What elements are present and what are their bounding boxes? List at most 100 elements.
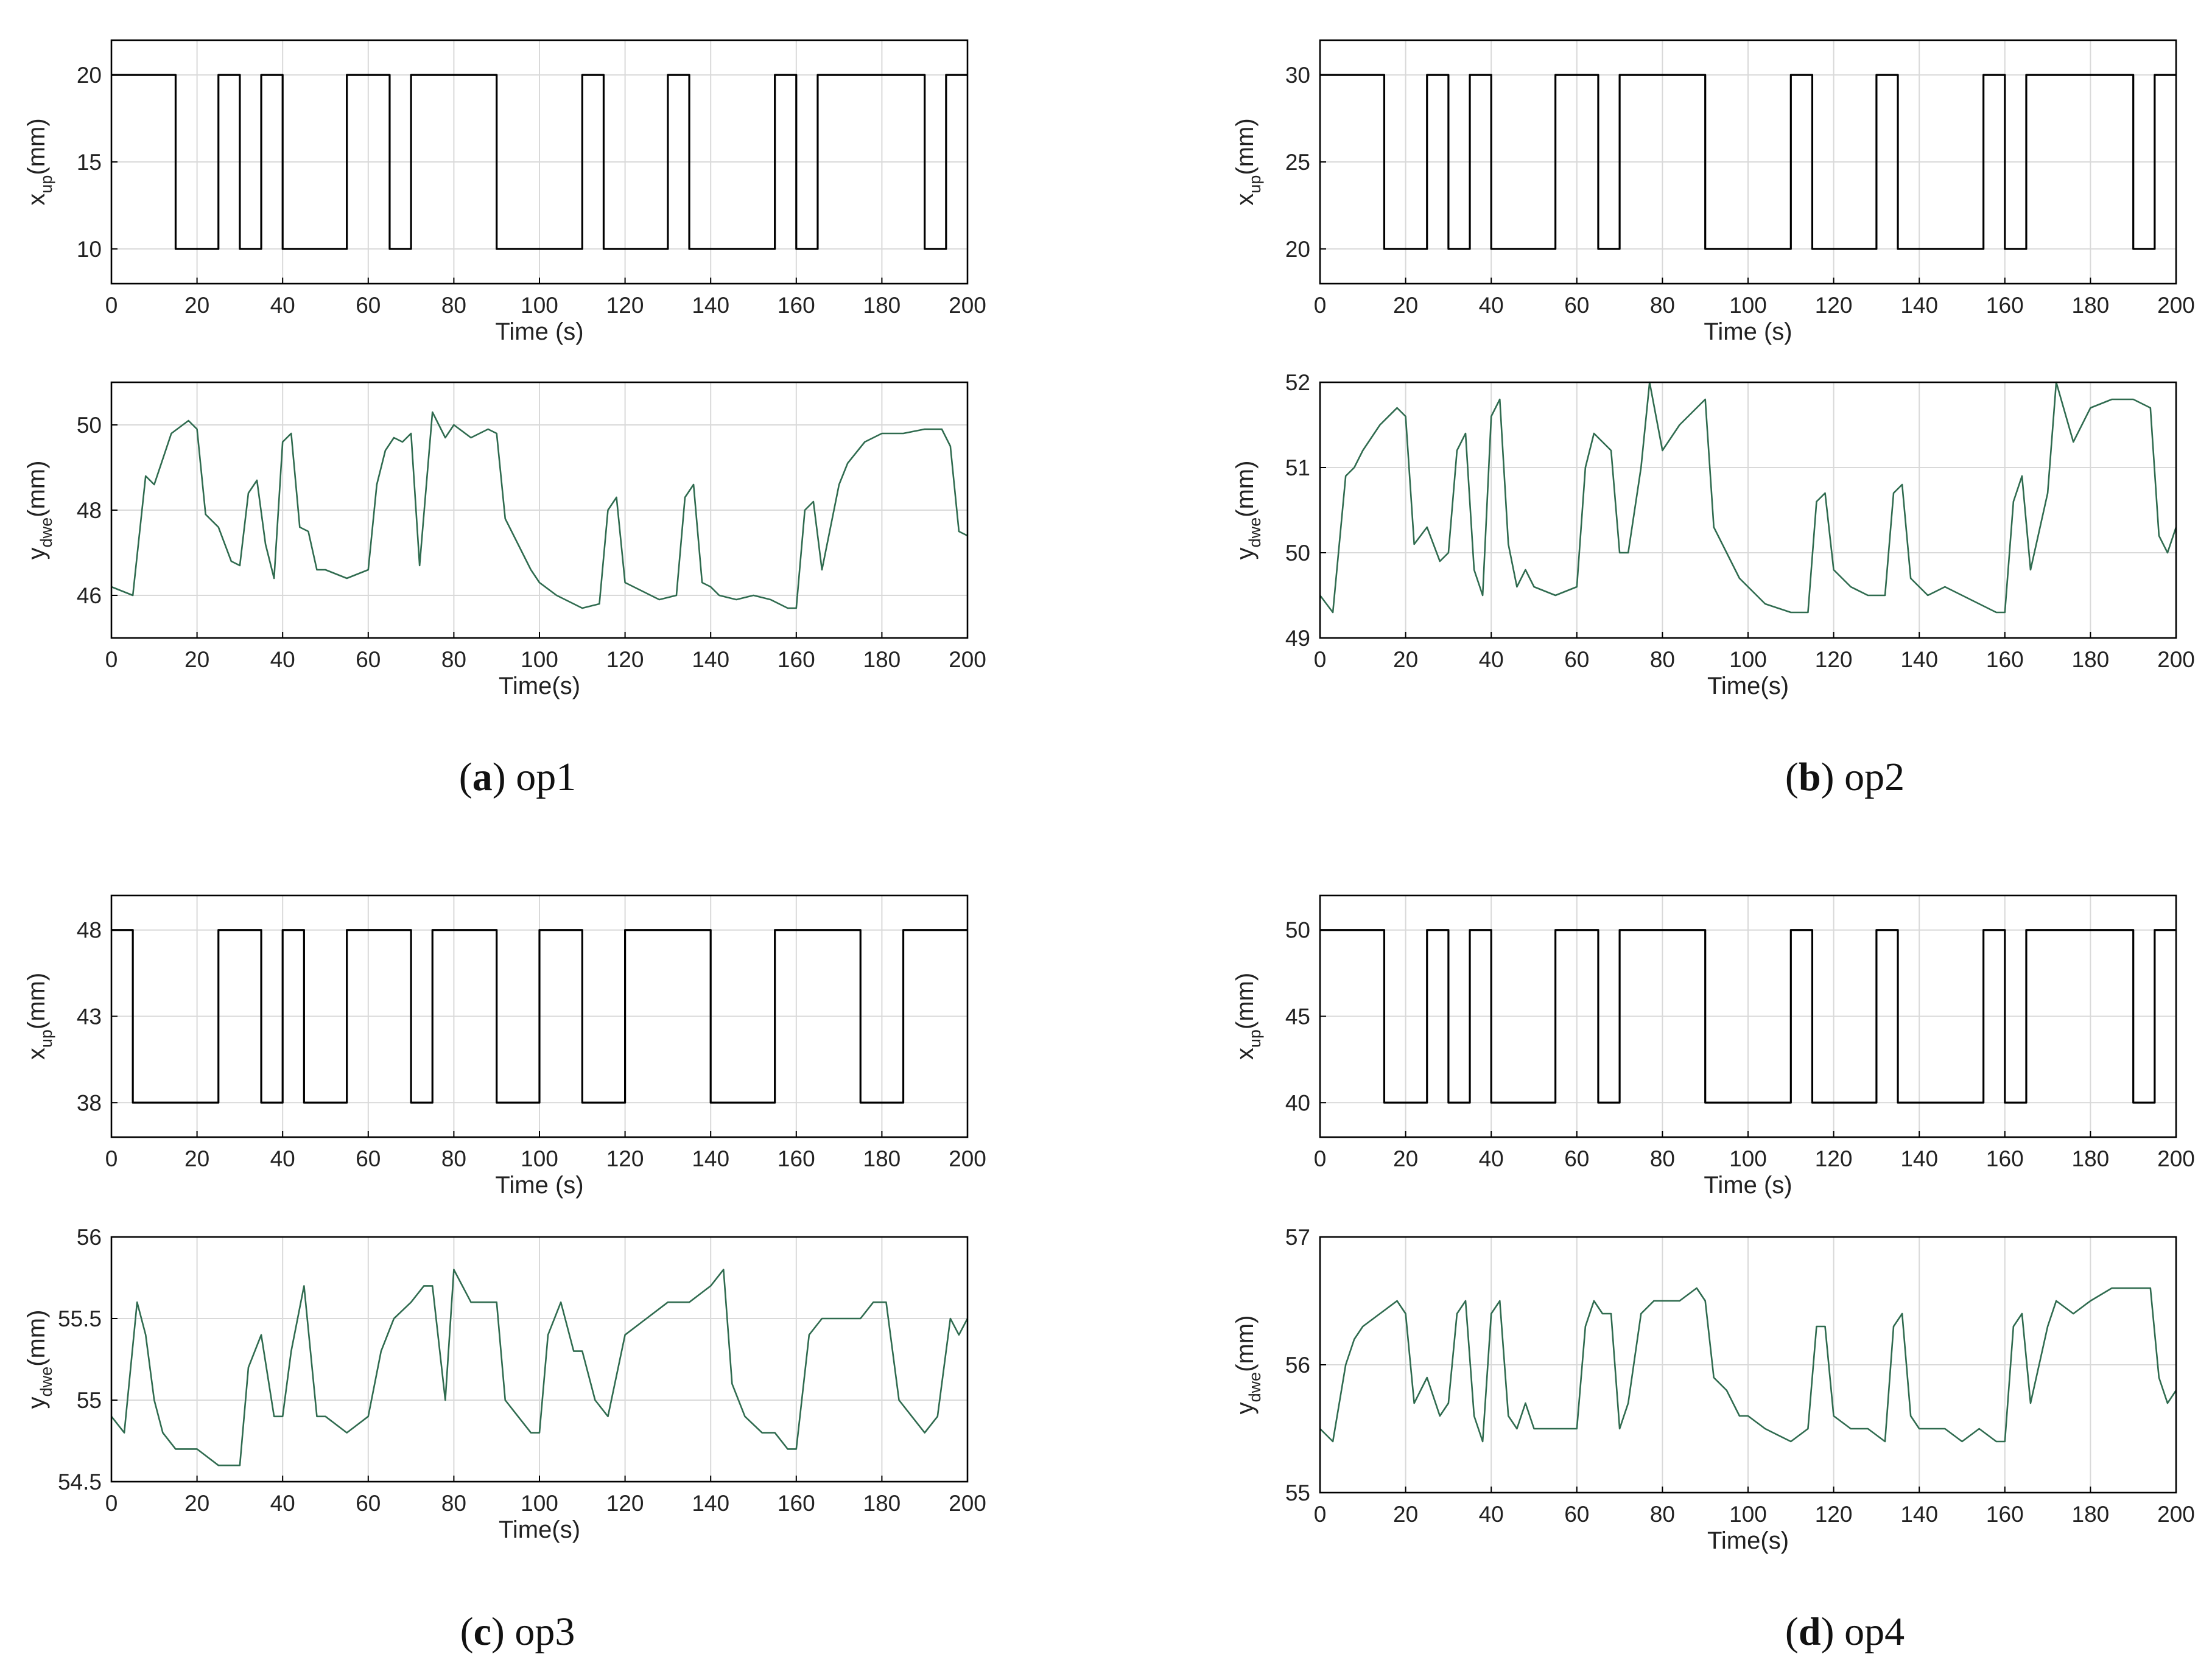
x-tick-label: 40 (1479, 293, 1504, 318)
x-tick-label: 160 (778, 1491, 815, 1516)
y-tick-label: 56 (1285, 1353, 1310, 1378)
panel-c-response-plot: 0 20 40 60 80 100 120 140 160 180 200 54.5 55 55.5 56 T… (23, 1225, 986, 1543)
y-tick-label: 25 (1285, 150, 1310, 175)
panel-d-step-plot: 0 20 40 60 80 100 120 140 160 180 200 40 45 50 Time (s… (1232, 894, 2195, 1199)
x-tick-label: 120 (606, 647, 644, 672)
x-tick-label: 40 (270, 647, 295, 672)
x-tick-label: 60 (1564, 293, 1589, 318)
caption-a: (a) op1 (459, 755, 576, 799)
x-tick-label: 80 (1650, 647, 1675, 672)
x-axis-label: Time(s) (499, 1516, 580, 1543)
x-tick-label: 180 (863, 1491, 901, 1516)
x-tick-label: 60 (356, 1491, 381, 1516)
y-tick-label: 48 (77, 498, 102, 523)
panel-d-response-plot: 0 20 40 60 80 100 120 140 160 180 200 55 56 57 Time(s)… (1232, 1225, 2195, 1554)
x-tick-label: 180 (2072, 1502, 2110, 1527)
x-tick-label: 40 (1479, 1502, 1504, 1527)
x-tick-label: 60 (1564, 1146, 1589, 1171)
x-tick-label: 0 (1314, 293, 1327, 318)
x-tick-label: 0 (1314, 647, 1327, 672)
x-axis-label: Time (s) (495, 1172, 583, 1199)
x-tick-label: 200 (949, 1146, 986, 1171)
x-tick-label: 140 (1900, 647, 1938, 672)
x-tick-label: 60 (1564, 1502, 1589, 1527)
series-line-x-up (111, 74, 967, 250)
x-tick-label: 160 (778, 293, 815, 318)
y-tick-label: 38 (77, 1090, 102, 1115)
y-tick-label: 55 (1285, 1480, 1310, 1505)
x-tick-label: 80 (441, 647, 466, 672)
x-tick-label: 160 (1986, 1146, 2024, 1171)
x-tick-label: 180 (2072, 293, 2110, 318)
y-tick-label: 50 (77, 413, 102, 438)
y-tick-label: 43 (77, 1004, 102, 1029)
x-tick-label: 20 (1393, 647, 1418, 672)
x-tick-label: 0 (105, 647, 118, 672)
x-tick-label: 80 (441, 293, 466, 318)
x-tick-label: 100 (1729, 293, 1767, 318)
panel-a-response-plot: 0 20 40 60 80 100 120 140 160 180 200 46 48 50 Time(s)… (23, 381, 986, 699)
x-tick-label: 200 (949, 293, 986, 318)
y-tick-label: 48 (77, 918, 102, 943)
x-axis-label: Time (s) (1704, 318, 1792, 345)
y-tick-label: 30 (1285, 63, 1310, 88)
x-tick-label: 40 (270, 1146, 295, 1171)
x-tick-label: 40 (1479, 647, 1504, 672)
x-tick-label: 160 (1986, 647, 2024, 672)
x-tick-label: 140 (692, 293, 729, 318)
x-tick-label: 140 (1900, 1502, 1938, 1527)
x-tick-label: 20 (184, 293, 209, 318)
series-line-x-up (111, 929, 967, 1104)
x-tick-label: 180 (2072, 647, 2110, 672)
x-tick-label: 120 (606, 293, 644, 318)
x-tick-label: 80 (1650, 1502, 1675, 1527)
y-tick-label: 51 (1285, 455, 1310, 480)
x-tick-label: 200 (2157, 647, 2195, 672)
x-tick-label: 100 (521, 1491, 558, 1516)
y-axis-label: xup(mm) (23, 118, 55, 205)
x-tick-label: 0 (105, 1491, 118, 1516)
x-tick-label: 40 (1479, 1146, 1504, 1171)
x-tick-label: 100 (521, 647, 558, 672)
y-axis-label: xup(mm) (1232, 973, 1264, 1060)
y-tick-label: 49 (1285, 626, 1310, 651)
y-axis-label: ydwe(mm) (1232, 461, 1264, 560)
y-tick-label: 45 (1285, 1004, 1310, 1029)
x-axis-label: Time(s) (499, 673, 580, 699)
x-tick-label: 20 (184, 647, 209, 672)
y-tick-label: 46 (77, 583, 102, 608)
x-tick-label: 100 (1729, 1146, 1767, 1171)
x-tick-label: 100 (1729, 1502, 1767, 1527)
x-tick-label: 160 (778, 1146, 815, 1171)
x-tick-label: 0 (105, 293, 118, 318)
x-tick-label: 80 (1650, 293, 1675, 318)
x-tick-label: 0 (105, 1146, 118, 1171)
x-tick-label: 200 (2157, 293, 2195, 318)
x-tick-label: 140 (692, 1146, 729, 1171)
x-tick-label: 180 (2072, 1146, 2110, 1171)
panel-a-step-plot: 0 20 40 60 80 100 120 140 160 180 200 10 15 20 Time (s… (23, 39, 986, 345)
x-axis-label: Time (s) (1704, 1172, 1792, 1199)
series-line-y-dwe (111, 411, 968, 609)
x-tick-label: 180 (863, 1146, 901, 1171)
x-tick-label: 120 (606, 1146, 644, 1171)
y-tick-label: 55 (77, 1388, 102, 1413)
x-tick-label: 60 (356, 293, 381, 318)
x-tick-label: 120 (1815, 647, 1853, 672)
x-tick-label: 140 (1900, 1146, 1938, 1171)
series-line-x-up (1320, 929, 2176, 1104)
x-tick-label: 0 (1314, 1146, 1327, 1171)
y-tick-label: 10 (77, 237, 102, 262)
y-axis-label: ydwe(mm) (1232, 1315, 1264, 1415)
y-tick-label: 57 (1285, 1225, 1310, 1250)
caption-c: (c) op3 (460, 1610, 575, 1654)
y-tick-label: 20 (77, 63, 102, 88)
x-tick-label: 120 (1815, 1502, 1853, 1527)
x-tick-label: 180 (863, 293, 901, 318)
series-line-y-dwe (1319, 381, 2177, 614)
y-tick-label: 55.5 (58, 1306, 102, 1331)
panel-b-response-plot: 0 20 40 60 80 100 120 140 160 180 200 49 50 51 52 Time(… (1232, 370, 2195, 699)
y-tick-label: 52 (1285, 370, 1310, 395)
y-tick-label: 56 (77, 1225, 102, 1250)
